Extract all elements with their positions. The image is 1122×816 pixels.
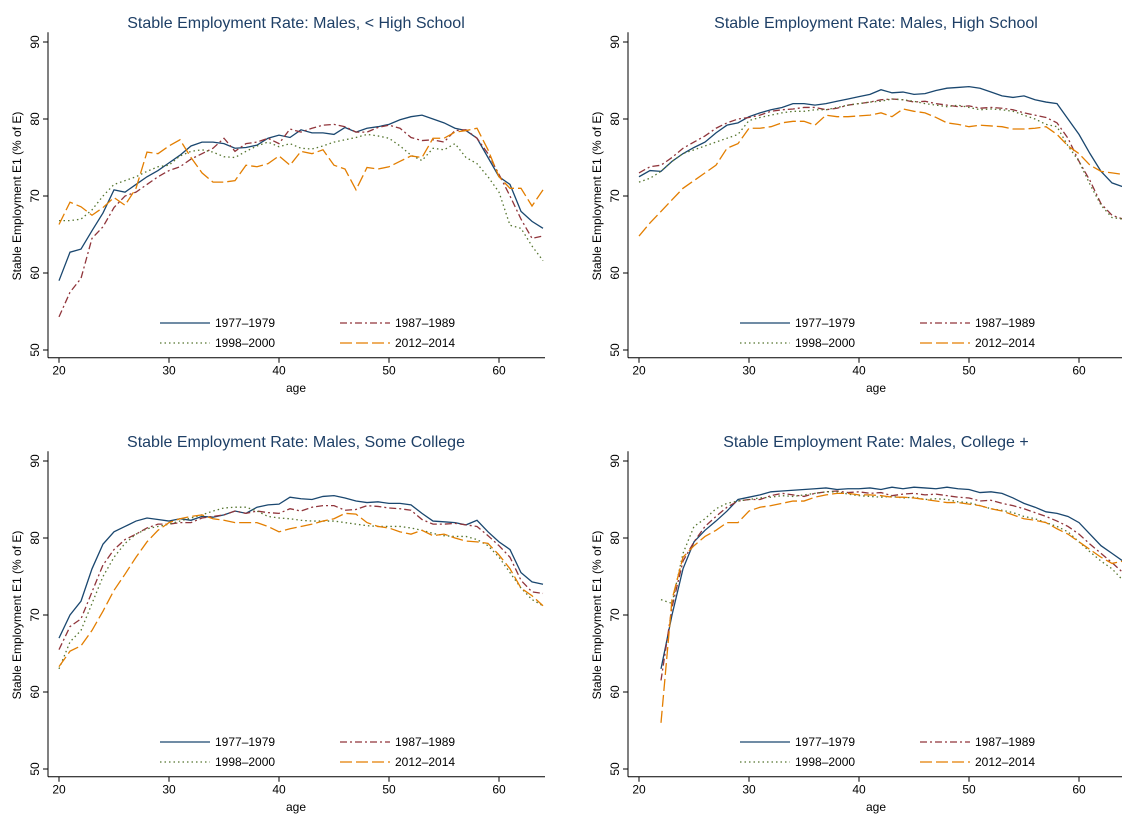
legend-label: 1998–2000 [795,755,855,769]
y-tick-label: 60 [608,685,622,699]
x-tick-label: 60 [492,364,506,378]
series-line [638,86,1122,188]
x-axis-label: age [286,381,306,395]
panel: Stable Employment Rate: Males, College +… [590,434,1122,814]
chart-title: Stable Employment Rate: Males, Some Coll… [127,434,465,451]
series-line [660,492,1122,723]
series-line [58,494,544,639]
y-tick-label: 60 [28,266,42,280]
y-tick-label: 50 [608,343,622,357]
y-tick-label: 50 [608,762,622,776]
y-axis-label: Stable Employment E1 (% of E) [590,112,604,281]
series-line [638,98,1122,220]
legend-label: 2012–2014 [975,755,1035,769]
y-tick-label: 80 [608,531,622,545]
series-line [638,108,1122,237]
legend-label: 1987–1989 [975,735,1035,749]
legend-label: 1977–1979 [795,316,855,330]
y-tick-label: 90 [608,454,622,468]
x-tick-label: 40 [852,364,866,378]
legend-label: 2012–2014 [975,336,1035,350]
series-line [58,505,544,650]
y-tick-label: 70 [608,608,622,622]
series-line [58,127,544,225]
y-tick-label: 70 [608,189,622,203]
x-tick-label: 40 [272,364,286,378]
y-tick-label: 90 [28,35,42,49]
legend-label: 1977–1979 [215,316,275,330]
y-tick-label: 80 [28,531,42,545]
x-tick-label: 30 [742,783,756,797]
panel: Stable Employment Rate: Males, Some Coll… [10,434,545,814]
y-tick-label: 90 [28,454,42,468]
y-axis-label: Stable Employment E1 (% of E) [10,112,24,281]
y-tick-label: 50 [28,762,42,776]
series-line [58,114,544,281]
x-tick-label: 20 [52,783,66,797]
x-tick-label: 50 [382,783,396,797]
x-tick-label: 60 [1072,364,1086,378]
series-line [58,512,544,667]
x-tick-label: 50 [962,783,976,797]
series-line [660,486,1122,670]
chart-title: Stable Employment Rate: Males, < High Sc… [127,15,465,32]
series-line [58,506,544,670]
y-tick-label: 80 [28,112,42,126]
x-tick-label: 20 [52,364,66,378]
x-tick-label: 30 [162,783,176,797]
panel: Stable Employment Rate: Males, High Scho… [590,15,1122,395]
y-tick-label: 90 [608,35,622,49]
x-tick-label: 60 [492,783,506,797]
y-tick-label: 70 [28,189,42,203]
y-tick-label: 60 [28,685,42,699]
x-tick-label: 30 [742,364,756,378]
x-tick-label: 60 [1072,783,1086,797]
y-tick-label: 80 [608,112,622,126]
x-axis-label: age [866,381,886,395]
legend-label: 1977–1979 [795,735,855,749]
y-axis-label: Stable Employment E1 (% of E) [590,531,604,700]
legend-label: 2012–2014 [395,755,455,769]
legend-label: 1998–2000 [215,755,275,769]
y-tick-label: 70 [28,608,42,622]
legend-label: 2012–2014 [395,336,455,350]
chart-title: Stable Employment Rate: Males, High Scho… [714,15,1038,32]
series-line [660,490,1122,681]
x-axis-label: age [866,800,886,814]
y-tick-label: 60 [608,266,622,280]
legend-label: 1987–1989 [395,735,455,749]
y-axis-label: Stable Employment E1 (% of E) [10,531,24,700]
series-line [58,123,544,318]
chart-title: Stable Employment Rate: Males, College + [723,434,1028,451]
y-tick-label: 50 [28,343,42,357]
x-tick-label: 40 [852,783,866,797]
x-tick-label: 40 [272,783,286,797]
legend-label: 1998–2000 [795,336,855,350]
x-tick-label: 20 [632,364,646,378]
legend-label: 1987–1989 [395,316,455,330]
x-tick-label: 30 [162,364,176,378]
legend-label: 1987–1989 [975,316,1035,330]
legend-label: 1977–1979 [215,735,275,749]
legend-label: 1998–2000 [215,336,275,350]
x-axis-label: age [286,800,306,814]
series-line [638,98,1122,220]
panel: Stable Employment Rate: Males, < High Sc… [10,15,545,395]
x-tick-label: 20 [632,783,646,797]
series-line [59,133,544,262]
x-tick-label: 50 [382,364,396,378]
x-tick-label: 50 [962,364,976,378]
